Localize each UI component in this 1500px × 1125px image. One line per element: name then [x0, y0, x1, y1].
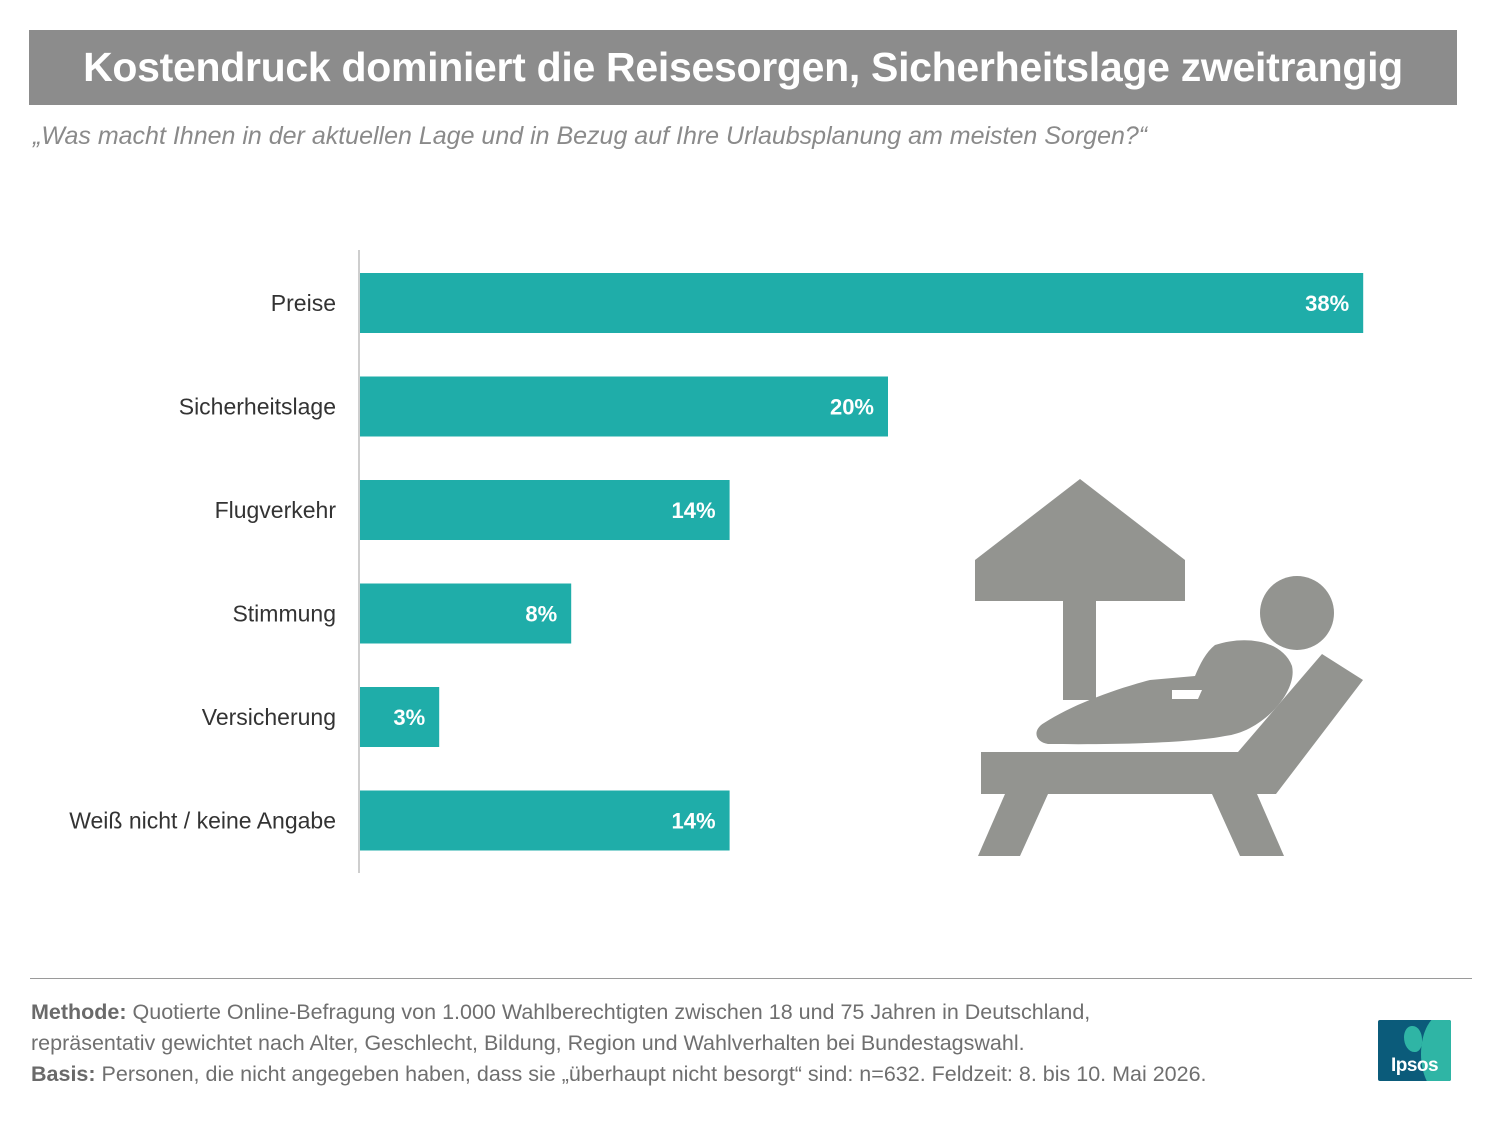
method-note: Methode: Quotierte Online-Befragung von … [31, 997, 1361, 1028]
category-label-2: Sicherheitslage [179, 394, 336, 420]
value-label-2: 20% [830, 395, 874, 420]
basis-label: Basis: [31, 1062, 96, 1086]
value-label-4: 8% [525, 602, 557, 627]
chart-subtitle: „Was macht Ihnen in der aktuellen Lage u… [33, 122, 1148, 150]
bar-3 [360, 480, 730, 540]
chart-title: Kostendruck dominiert die Reisesorgen, S… [29, 30, 1457, 105]
footer-divider [30, 978, 1472, 979]
value-label-5: 3% [393, 705, 425, 730]
value-label-6: 14% [672, 809, 716, 834]
ipsos-logo: Ipsos [1378, 1020, 1451, 1081]
bar-1 [360, 273, 1364, 333]
basis-note: Basis: Personen, die nicht angegeben hab… [31, 1059, 1361, 1090]
bar-6 [360, 790, 730, 851]
method-text-2: repräsentativ gewichtet nach Alter, Gesc… [31, 1031, 1025, 1055]
category-label-4: Stimmung [232, 601, 336, 627]
method-label: Methode: [31, 1000, 127, 1024]
category-label-1: Preise [271, 290, 336, 316]
method-note-continued: repräsentativ gewichtet nach Alter, Gesc… [31, 1028, 1361, 1059]
logo-swoosh [1421, 1020, 1451, 1081]
value-label-3: 14% [672, 498, 716, 523]
value-label-1: 38% [1305, 291, 1349, 316]
bars-group: Preise 38% Sicherheitslage 20% Flugverkehr 14… [69, 273, 1364, 851]
category-label-5: Versicherung [202, 704, 336, 730]
sunbed-umbrella-icon [975, 479, 1363, 856]
category-label-6: Weiß nicht / keine Angabe [69, 808, 336, 834]
footer-notes: Methode: Quotierte Online-Befragung von … [31, 997, 1361, 1090]
logo-wordmark: Ipsos [1390, 1055, 1439, 1076]
logo-face-icon [1404, 1026, 1422, 1052]
bar-2 [360, 376, 888, 437]
category-label-3: Flugverkehr [215, 497, 337, 523]
basis-text: Personen, die nicht angegeben haben, das… [95, 1062, 1207, 1086]
method-text-1: Quotierte Online-Befragung von 1.000 Wah… [126, 1000, 1091, 1024]
bar-4 [360, 583, 572, 644]
bar-5 [360, 687, 440, 747]
bar-chart: Preise 38% Sicherheitslage 20% Flugverkehr 14… [69, 250, 1364, 873]
